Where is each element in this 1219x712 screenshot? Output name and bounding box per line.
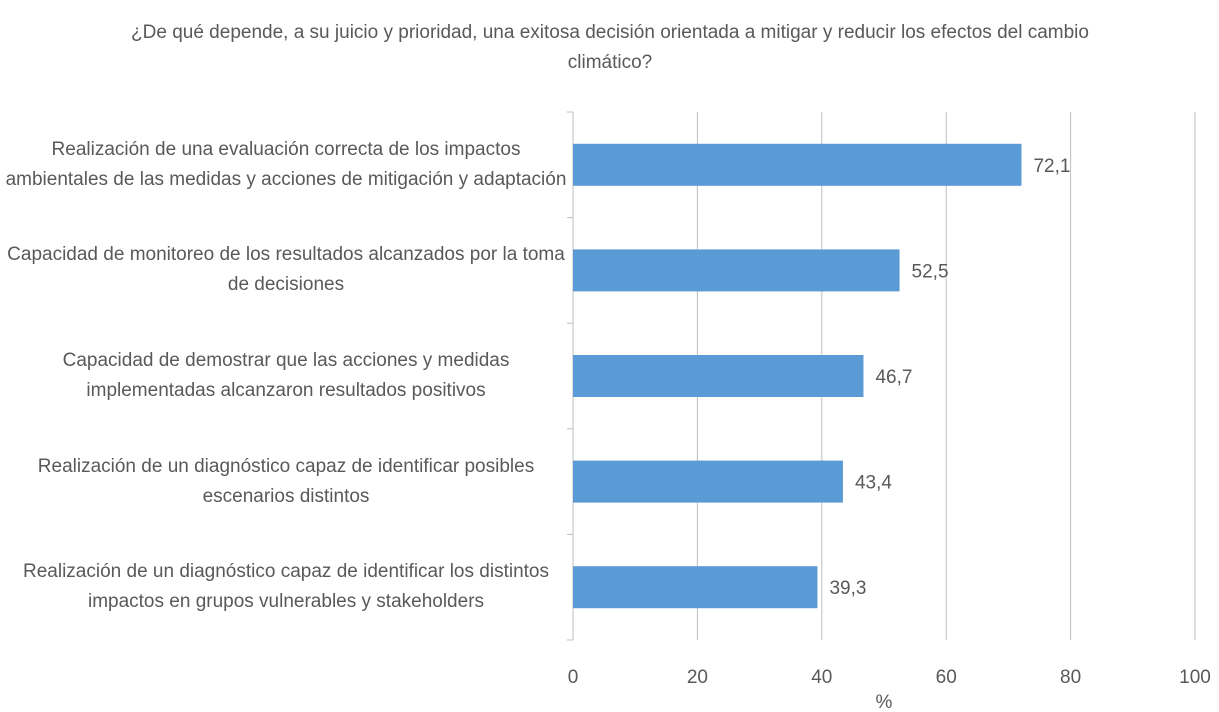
x-tick-label: 60 — [936, 667, 957, 688]
x-axis-label: % — [876, 692, 893, 712]
data-label: 72,1 — [1033, 156, 1070, 177]
chart-title: ¿De qué depende, a su juicio y prioridad… — [131, 22, 1089, 73]
bar — [573, 460, 843, 503]
category-label: Capacidad de demostrar que las acciones … — [62, 350, 510, 401]
x-tick-label: 80 — [1060, 667, 1081, 688]
category-label: Capacidad de monitoreo de los resultados… — [7, 244, 565, 296]
x-tick-label: 20 — [687, 667, 708, 688]
x-tick-label: 0 — [568, 667, 579, 688]
data-label: 46,7 — [875, 367, 912, 388]
category-label: Realización de una evaluación correcta d… — [5, 138, 567, 190]
category-label: Realización de un diagnóstico capaz de i… — [37, 455, 535, 507]
bar — [573, 249, 900, 292]
data-label: 43,4 — [855, 473, 892, 494]
x-tick-label: 100 — [1179, 667, 1211, 688]
x-tick-label: 40 — [811, 667, 832, 688]
category-label: Realización de un diagnóstico capaz de i… — [23, 561, 549, 613]
bar — [573, 143, 1022, 186]
bar — [573, 355, 864, 397]
data-label: 39,3 — [829, 578, 866, 599]
bar — [573, 566, 818, 609]
data-label: 52,5 — [912, 261, 949, 282]
